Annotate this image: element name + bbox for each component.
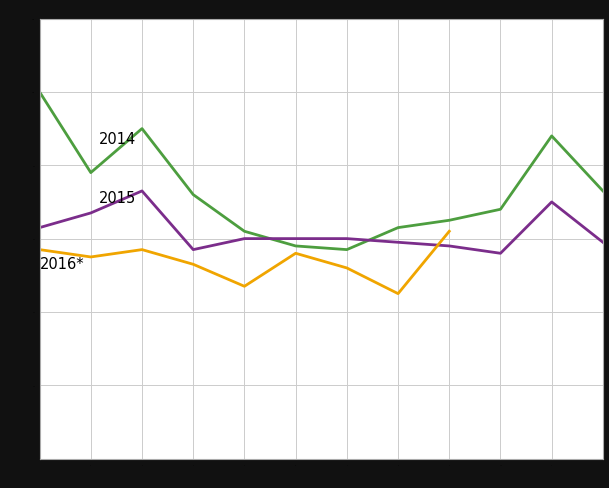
Text: 2015: 2015 (99, 190, 136, 205)
Text: 2014: 2014 (99, 132, 136, 147)
Text: 2016*: 2016* (40, 256, 84, 271)
